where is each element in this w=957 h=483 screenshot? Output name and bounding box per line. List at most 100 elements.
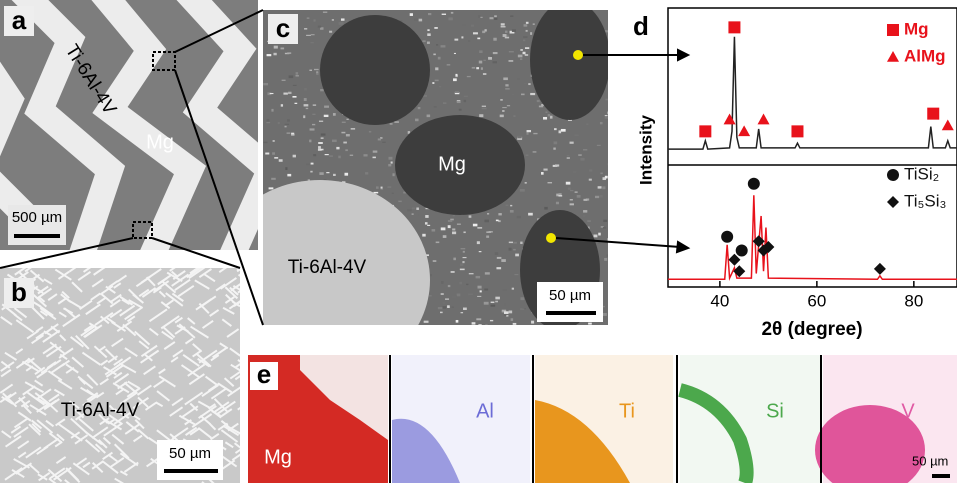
peak-marker (887, 51, 899, 62)
texture (158, 290, 166, 298)
texture (284, 123, 290, 125)
texture (116, 356, 132, 368)
texture (267, 92, 272, 96)
texture (500, 99, 503, 101)
texture (224, 441, 234, 449)
map-label: Ti (619, 400, 635, 422)
texture (265, 152, 270, 155)
texture (81, 351, 102, 366)
texture (452, 215, 455, 217)
peak-marker (887, 169, 899, 181)
texture (220, 454, 238, 468)
texture (460, 248, 466, 250)
texture (0, 383, 14, 394)
texture (349, 154, 354, 156)
texture (71, 281, 83, 293)
texture (162, 325, 176, 339)
texture (113, 282, 122, 289)
texture (573, 171, 577, 173)
texture (20, 400, 31, 408)
texture (84, 439, 101, 453)
texture (43, 278, 53, 285)
texture (83, 326, 99, 338)
texture (198, 302, 210, 314)
texture (189, 268, 200, 275)
texture (454, 38, 459, 41)
texture (70, 417, 88, 434)
texture (229, 370, 240, 380)
texture (305, 107, 309, 110)
texture (513, 248, 516, 251)
texture (434, 79, 439, 82)
texture (283, 92, 288, 95)
texture (477, 295, 482, 297)
texture (1, 395, 14, 405)
texture (60, 293, 72, 303)
texture (148, 327, 159, 336)
texture (13, 307, 28, 319)
texture (224, 286, 239, 300)
texture (447, 220, 453, 222)
texture (333, 173, 336, 177)
texture (287, 173, 292, 177)
texture (528, 83, 531, 86)
texture (116, 320, 133, 332)
texture (439, 85, 442, 88)
map-label: V (901, 400, 915, 422)
xrd-plot: d Mg AlMg Intensity TiSi₂ Ti₅Si₃ 40 60 80 2θ (de… (633, 7, 957, 340)
texture (266, 54, 272, 57)
texture (164, 299, 174, 307)
texture (184, 419, 192, 426)
texture (500, 26, 506, 28)
texture (505, 30, 508, 33)
texture (209, 423, 217, 431)
texture (411, 213, 414, 215)
texture (478, 251, 482, 253)
texture (15, 319, 35, 334)
texture (263, 83, 269, 86)
texture (169, 406, 184, 417)
texture (443, 102, 447, 104)
texture (0, 368, 12, 378)
texture (42, 343, 58, 355)
texture (490, 54, 494, 57)
texture (387, 186, 392, 188)
texture (329, 155, 333, 158)
texture (472, 32, 478, 35)
texture (207, 403, 216, 410)
texture (36, 445, 49, 455)
texture (219, 408, 233, 419)
texture (455, 319, 459, 323)
texture (582, 215, 586, 217)
texture (492, 52, 498, 55)
texture (310, 170, 313, 173)
texture (309, 139, 312, 143)
texture (278, 159, 283, 162)
texture (225, 424, 240, 435)
texture (313, 154, 317, 157)
texture (388, 156, 393, 160)
texture (558, 195, 563, 197)
texture (594, 195, 600, 199)
peak-marker (927, 107, 940, 120)
texture (292, 96, 297, 98)
texture (433, 53, 436, 56)
texture (541, 172, 544, 175)
texture (514, 274, 519, 276)
texture (522, 39, 526, 42)
texture (350, 128, 356, 130)
texture (197, 357, 211, 368)
texture (85, 431, 103, 446)
texture (109, 299, 121, 308)
texture (332, 139, 337, 143)
texture (440, 227, 446, 231)
texture (132, 293, 145, 304)
texture (558, 130, 562, 134)
texture (114, 373, 130, 384)
texture (62, 313, 81, 328)
texture (291, 132, 295, 135)
texture (508, 60, 514, 62)
texture (91, 278, 104, 288)
texture (345, 19, 349, 23)
texture (198, 405, 217, 419)
